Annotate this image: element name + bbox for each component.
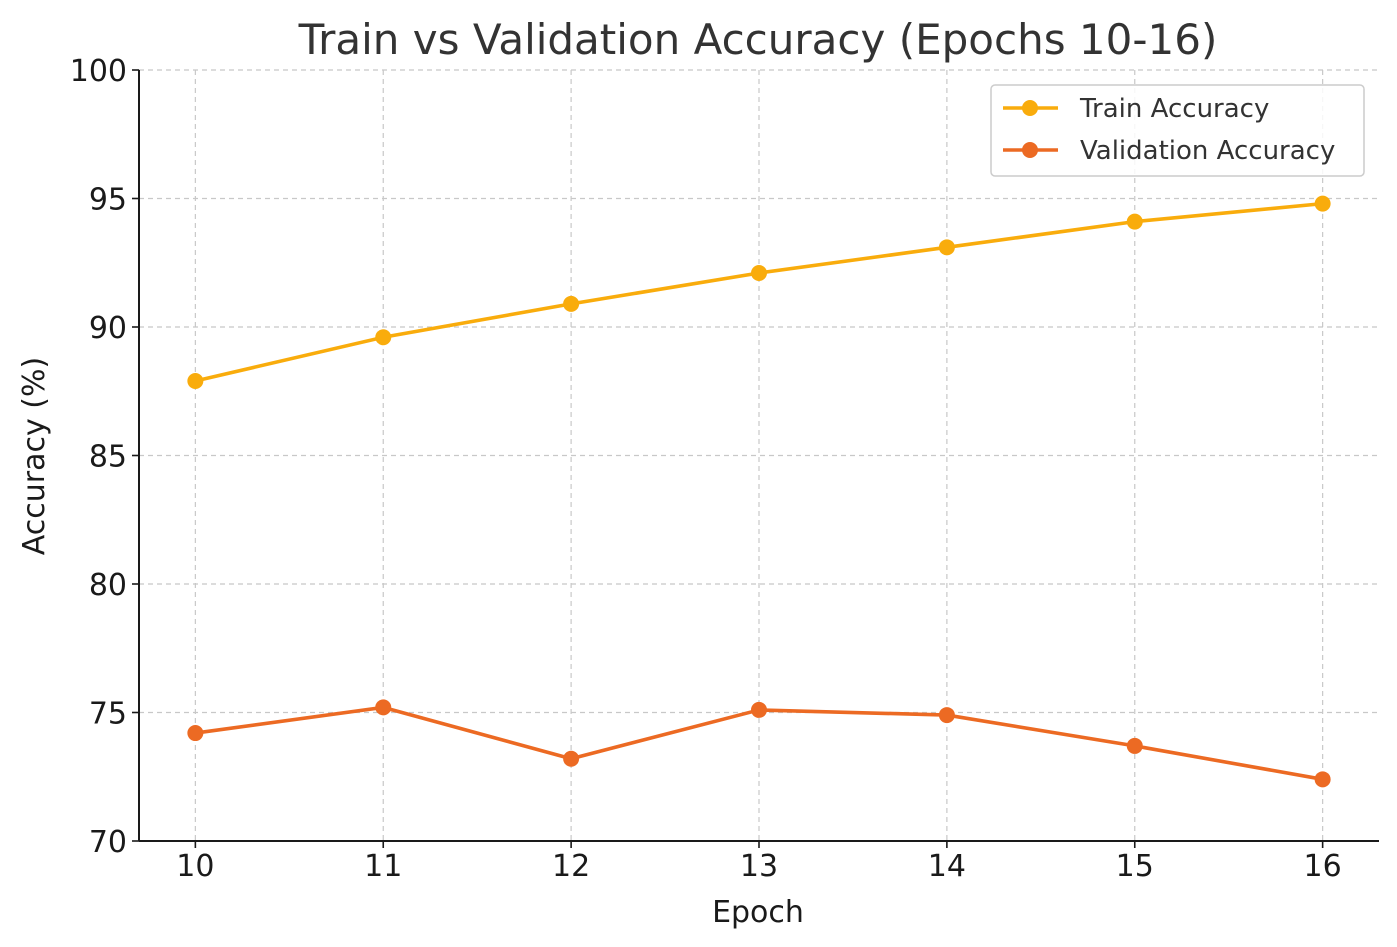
y-tick-label: 85	[89, 440, 127, 475]
x-tick-label: 14	[928, 849, 966, 884]
data-point	[187, 372, 204, 389]
legend: Train Accuracy Validation Accuracy	[990, 84, 1365, 177]
legend-label: Train Accuracy	[1079, 94, 1269, 124]
y-axis-label: Accuracy (%)	[17, 357, 52, 555]
y-tick-label: 90	[89, 311, 127, 346]
y-tick-label: 95	[89, 183, 127, 218]
legend-marker	[1022, 100, 1038, 116]
legend-label: Validation Accuracy	[1080, 136, 1335, 166]
data-point	[1126, 213, 1143, 230]
data-point	[1314, 771, 1331, 788]
y-tick-label: 80	[89, 568, 127, 603]
grid	[139, 69, 1379, 842]
x-tick-label: 15	[1116, 849, 1154, 884]
legend-marker	[1022, 142, 1038, 158]
data-point	[375, 329, 392, 346]
x-tick-label: 11	[364, 849, 402, 884]
x-tick-label: 13	[740, 849, 778, 884]
chart-title: Train vs Validation Accuracy (Epochs 10-…	[298, 15, 1218, 64]
data-point	[563, 750, 580, 767]
data-point	[187, 725, 204, 742]
data-point	[938, 707, 955, 724]
data-point	[563, 295, 580, 312]
data-point	[751, 265, 767, 282]
x-tick-label: 12	[552, 849, 590, 884]
x-ticks: 10 11 12 13 14 15 16	[176, 841, 1342, 884]
x-tick-label: 16	[1304, 849, 1342, 884]
data-point	[375, 699, 392, 716]
series-line	[193, 201, 1325, 383]
x-tick-label: 10	[176, 849, 214, 884]
data-point	[1314, 195, 1331, 212]
y-tick-label: 75	[89, 697, 127, 732]
data-point	[751, 701, 767, 718]
y-tick-label: 70	[89, 825, 127, 860]
x-axis-label: Epoch	[712, 895, 804, 930]
data-point	[938, 239, 955, 256]
data-point	[1126, 737, 1143, 754]
series-layer	[187, 195, 1331, 788]
series-validation-accuracy	[187, 699, 1331, 788]
series-train-accuracy	[187, 195, 1331, 389]
legend-box	[990, 84, 1365, 177]
y-tick-label: 100	[70, 54, 127, 89]
y-ticks: 70 75 80 85 90 95 100	[70, 54, 139, 860]
